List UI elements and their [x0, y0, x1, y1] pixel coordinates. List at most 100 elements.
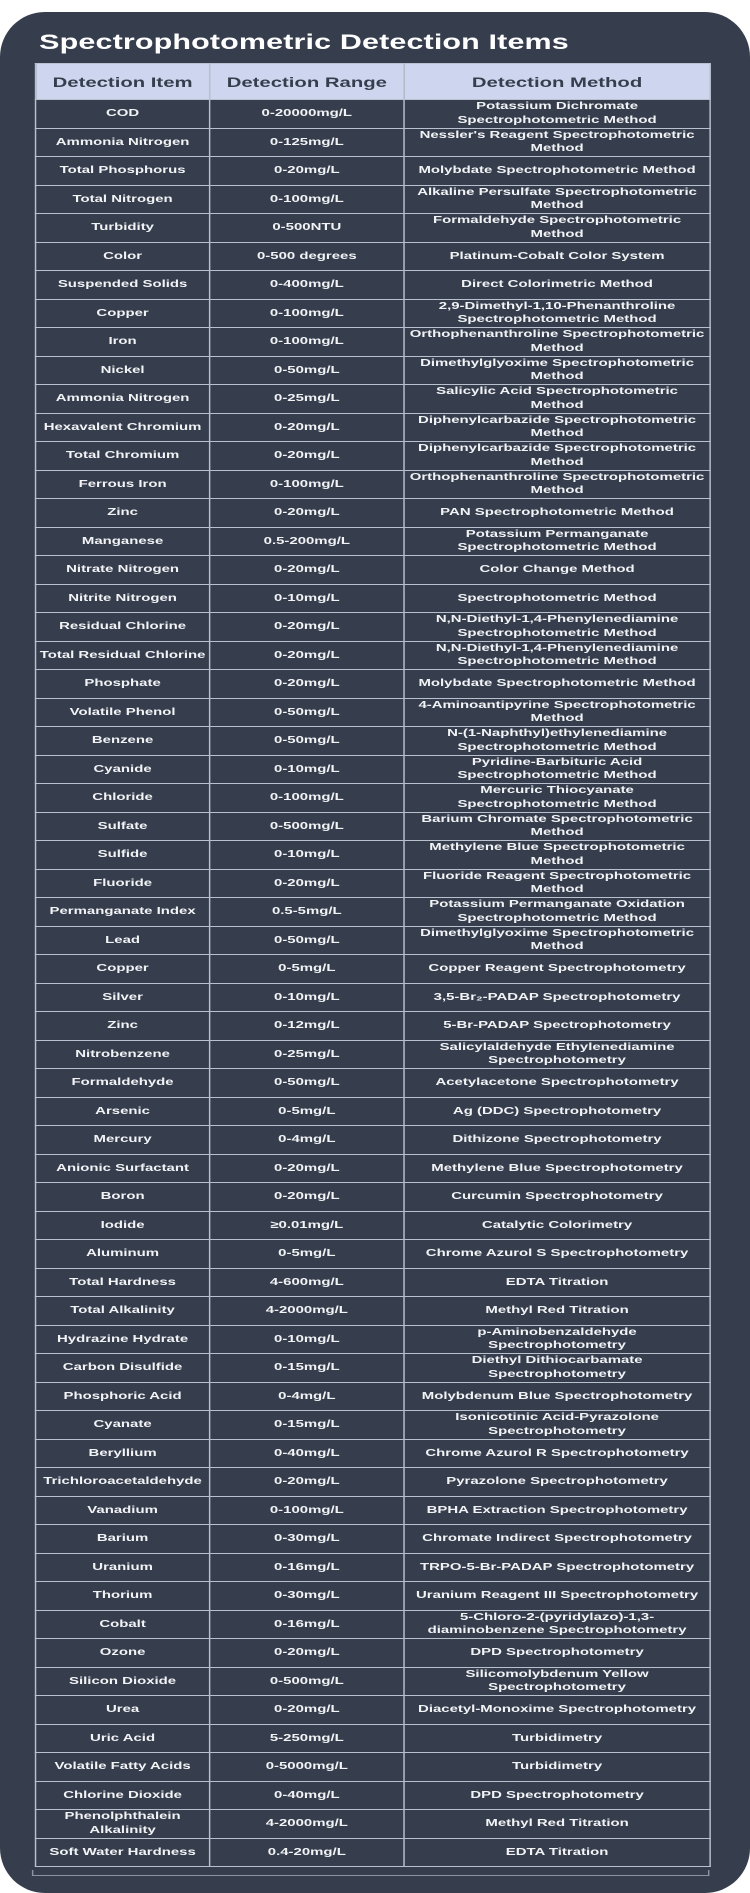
- detection-method-cell: Methylene Blue Spectrophotometry: [403, 1153, 711, 1183]
- table-row: Cyanide 0-10mg/L Pyridine-Barbituric Acid …: [34, 754, 711, 784]
- detection-range-cell: 0-5000mg/L: [208, 1752, 405, 1782]
- detection-range-cell: 0-40mg/L: [208, 1780, 405, 1810]
- detection-method-cell: Isonicotinic Acid-Pyrazolone Spectrophot…: [403, 1410, 711, 1440]
- table-row: Cyanate 0-15mg/L Isonicotinic Acid-Pyrazol…: [34, 1410, 711, 1440]
- table-row: Silver 0-10mg/L 3,5-Br₂-PADAP Spectrophoto…: [34, 982, 711, 1012]
- header-detection-range: Detection Range: [208, 63, 405, 100]
- table-row: Total Nitrogen 0-100mg/L Alkaline Persulfa…: [34, 184, 711, 214]
- detection-item-cell: Zinc: [34, 1011, 211, 1041]
- table-row: Arsenic 0-5mg/L Ag (DDC) Spectrophotometry: [34, 1096, 711, 1126]
- table-row: Iron 0-100mg/L Orthophenanthroline Spectro…: [34, 327, 711, 357]
- header-detection-method: Detection Method: [403, 63, 711, 100]
- table-row: Phenolphthalein Alkalinity 4-2000mg/L Meth…: [34, 1809, 711, 1839]
- detection-item-cell: Trichloroacetaldehyde: [34, 1467, 211, 1497]
- table-row: Anionic Surfactant 0-20mg/L Methylene Blue…: [34, 1153, 711, 1183]
- detection-range-cell: 0-500mg/L: [208, 1666, 405, 1696]
- detection-method-cell: Diacetyl-Monoxime Spectrophotometry: [403, 1695, 711, 1725]
- table-row: Zinc 0-12mg/L 5-Br-PADAP Spectrophotometry: [34, 1011, 711, 1041]
- detection-item-cell: Total Phosphorus: [34, 156, 211, 186]
- detection-method-cell: EDTA Titration: [403, 1267, 711, 1297]
- detection-item-cell: Volatile Fatty Acids: [34, 1752, 211, 1782]
- table-header-row: Detection Item Detection Range Detection…: [34, 63, 711, 100]
- detection-item-cell: Residual Chlorine: [34, 612, 211, 642]
- detection-item-cell: Uric Acid: [34, 1723, 211, 1753]
- table-row: Copper 0-5mg/L Copper Reagent Spectrophoto…: [34, 954, 711, 984]
- detection-range-cell: 0-50mg/L: [208, 355, 405, 385]
- detection-item-cell: Formaldehyde: [34, 1068, 211, 1098]
- table-row: Hexavalent Chromium 0-20mg/L Diphenylcarba…: [34, 412, 711, 442]
- detection-item-cell: Phenolphthalein Alkalinity: [34, 1809, 211, 1839]
- detection-item-cell: Soft Water Hardness: [34, 1837, 211, 1867]
- table-row: Volatile Fatty Acids 0-5000mg/L Turbidimet…: [34, 1752, 711, 1782]
- detection-item-cell: Arsenic: [34, 1096, 211, 1126]
- detection-method-cell: Curcumin Spectrophotometry: [403, 1182, 711, 1212]
- table-row: Total Residual Chlorine 0-20mg/L N,N-Dieth…: [34, 640, 711, 670]
- detection-range-cell: 0-4mg/L: [208, 1125, 405, 1155]
- table-row: Total Hardness 4-600mg/L EDTA Titration: [34, 1267, 711, 1297]
- table-row: Chlorine Dioxide 0-40mg/L DPD Spectrophoto…: [34, 1780, 711, 1810]
- detection-method-cell: Dimethylglyoxime Spectrophotometric Meth…: [403, 925, 711, 955]
- table-row: Nitrobenzene 0-25mg/L Salicylaldehyde Ethy…: [34, 1039, 711, 1069]
- table-row: Suspended Solids 0-400mg/L Direct Colorime…: [34, 270, 711, 300]
- detection-method-cell: 4-Aminoantipyrine Spectrophotometric Met…: [403, 697, 711, 727]
- detection-method-cell: Salicylic Acid Spectrophotometric Method: [403, 384, 711, 414]
- detection-range-cell: 0-40mg/L: [208, 1438, 405, 1468]
- detection-item-cell: Phosphoric Acid: [34, 1381, 211, 1411]
- detection-method-cell: Acetylacetone Spectrophotometry: [403, 1068, 711, 1098]
- detection-item-cell: Copper: [34, 954, 211, 984]
- table-row: Beryllium 0-40mg/L Chrome Azurol R Spectro…: [34, 1438, 711, 1468]
- detection-method-cell: Direct Colorimetric Method: [403, 270, 711, 300]
- detection-method-cell: Ag (DDC) Spectrophotometry: [403, 1096, 711, 1126]
- detection-method-cell: Salicylaldehyde Ethylenediamine Spectrop…: [403, 1039, 711, 1069]
- detection-range-cell: 0-500mg/L: [208, 811, 405, 841]
- detection-range-cell: 0-30mg/L: [208, 1524, 405, 1554]
- detection-range-cell: 0-20mg/L: [208, 612, 405, 642]
- detection-item-cell: Boron: [34, 1182, 211, 1212]
- detection-method-cell: Alkaline Persulfate Spectrophotometric M…: [403, 184, 711, 214]
- detection-method-cell: PAN Spectrophotometric Method: [403, 498, 711, 528]
- detection-method-cell: p-Aminobenzaldehyde Spectrophotometry: [403, 1324, 711, 1354]
- detection-range-cell: 0-10mg/L: [208, 840, 405, 870]
- detection-method-cell: 3,5-Br₂-PADAP Spectrophotometry: [403, 982, 711, 1012]
- detection-method-cell: Chromate Indirect Spectrophotometry: [403, 1524, 711, 1554]
- detection-method-cell: Uranium Reagent III Spectrophotometry: [403, 1581, 711, 1611]
- detection-method-cell: Dimethylglyoxime Spectrophotometric Meth…: [403, 355, 711, 385]
- detection-method-cell: BPHA Extraction Spectrophotometry: [403, 1495, 711, 1525]
- table-row: Lead 0-50mg/L Dimethylglyoxime Spectrophot…: [34, 925, 711, 955]
- detection-method-cell: Chrome Azurol R Spectrophotometry: [403, 1438, 711, 1468]
- detection-item-cell: Hydrazine Hydrate: [34, 1324, 211, 1354]
- detection-range-cell: 0-10mg/L: [208, 1324, 405, 1354]
- detection-range-cell: 0-10mg/L: [208, 583, 405, 613]
- detection-item-cell: Chloride: [34, 783, 211, 813]
- detection-item-cell: Barium: [34, 1524, 211, 1554]
- table-row: Permanganate Index 0.5-5mg/L Potassium Per…: [34, 897, 711, 927]
- detection-range-cell: 0-16mg/L: [208, 1609, 405, 1639]
- detection-range-cell: 0-30mg/L: [208, 1581, 405, 1611]
- detection-item-cell: Lead: [34, 925, 211, 955]
- table-row: Fluoride 0-20mg/L Fluoride Reagent Spectro…: [34, 868, 711, 898]
- table-row: Formaldehyde 0-50mg/L Acetylacetone Spectr…: [34, 1068, 711, 1098]
- detection-method-cell: Molybdenum Blue Spectrophotometry: [403, 1381, 711, 1411]
- detection-range-cell: 4-2000mg/L: [208, 1296, 405, 1326]
- detection-range-cell: 0-20mg/L: [208, 498, 405, 528]
- detection-item-cell: Suspended Solids: [34, 270, 211, 300]
- detection-method-cell: Nessler's Reagent Spectrophotometric Met…: [403, 127, 711, 157]
- table-row: Volatile Phenol 0-50mg/L 4-Aminoantipyrine…: [34, 697, 711, 727]
- table-row: Nickel 0-50mg/L Dimethylglyoxime Spectroph…: [34, 355, 711, 385]
- detection-method-cell: 5-Br-PADAP Spectrophotometry: [403, 1011, 711, 1041]
- detection-item-cell: Carbon Disulfide: [34, 1353, 211, 1383]
- detection-item-cell: Nitrobenzene: [34, 1039, 211, 1069]
- detection-method-cell: Potassium Permanganate Oxidation Spectro…: [403, 897, 711, 927]
- detection-items-table: Detection Item Detection Range Detection…: [34, 63, 711, 1867]
- detection-item-cell: Hexavalent Chromium: [34, 412, 211, 442]
- detection-item-cell: Vanadium: [34, 1495, 211, 1525]
- detection-range-cell: 0-20mg/L: [208, 441, 405, 471]
- detection-range-cell: 0.5-200mg/L: [208, 526, 405, 556]
- table-row: Ammonia Nitrogen 0-125mg/L Nessler's Reage…: [34, 127, 711, 157]
- detection-item-cell: Nickel: [34, 355, 211, 385]
- detection-method-cell: Color Change Method: [403, 555, 711, 585]
- detection-item-cell: COD: [34, 99, 211, 129]
- detection-item-cell: Volatile Phenol: [34, 697, 211, 727]
- table-row: Trichloroacetaldehyde 0-20mg/L Pyrazolone …: [34, 1467, 711, 1497]
- detection-item-cell: Beryllium: [34, 1438, 211, 1468]
